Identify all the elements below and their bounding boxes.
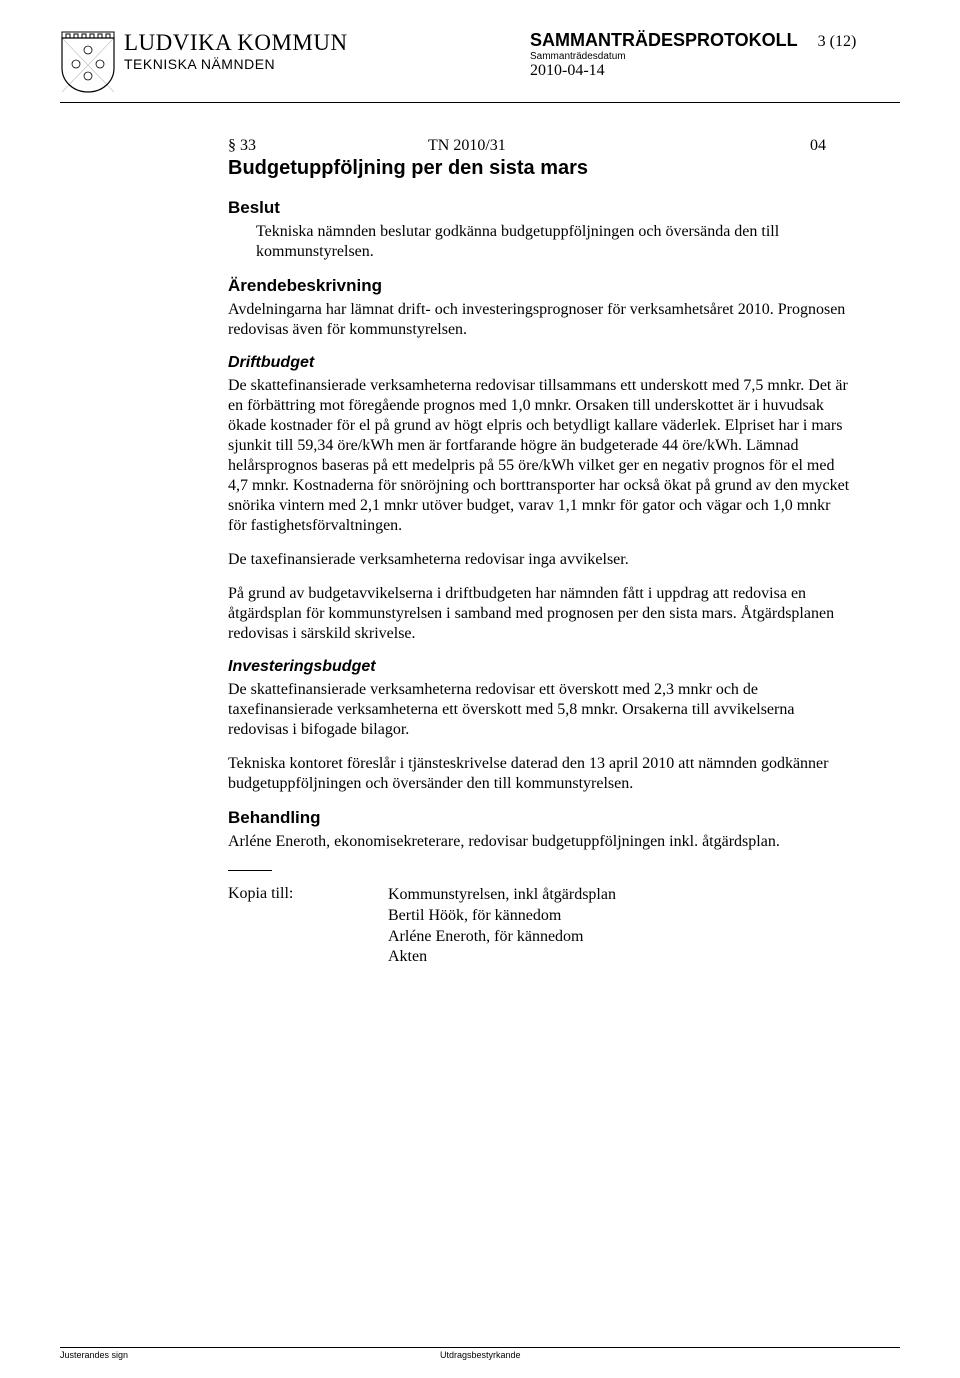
copy-line: Akten bbox=[388, 947, 850, 968]
heading-driftbudget: Driftbudget bbox=[228, 354, 850, 372]
page-footer: Justerandes sign Utdragsbestyrkande bbox=[60, 1347, 900, 1360]
document-body: § 33 TN 2010/31 04 Budgetuppföljning per… bbox=[228, 137, 850, 968]
heading-investeringsbudget: Investeringsbudget bbox=[228, 658, 850, 676]
meeting-date: 2010-04-14 bbox=[530, 62, 900, 80]
section-paragraph: § 33 bbox=[228, 137, 428, 155]
para-invest-1: De skattefinansierade verksamheterna red… bbox=[228, 680, 850, 740]
page-header: LUDVIKA KOMMUN TEKNISKA NÄMNDEN SAMMANTR… bbox=[60, 30, 900, 94]
heading-arende: Ärendebeskrivning bbox=[228, 276, 850, 296]
section-code: 04 bbox=[810, 137, 850, 155]
short-divider bbox=[228, 870, 272, 871]
para-drift-2: De taxefinansierade verksamheterna redov… bbox=[228, 550, 850, 570]
copy-line: Bertil Höök, för kännedom bbox=[388, 906, 850, 927]
copy-to-list: Kommunstyrelsen, inkl åtgärdsplan Bertil… bbox=[388, 885, 850, 968]
document-title: Budgetuppföljning per den sista mars bbox=[228, 157, 850, 180]
heading-beslut: Beslut bbox=[228, 198, 850, 218]
para-behandling: Arléne Eneroth, ekonomisekreterare, redo… bbox=[228, 832, 850, 852]
para-drift-1: De skattefinansierade verksamheterna red… bbox=[228, 376, 850, 536]
copy-line: Kommunstyrelsen, inkl åtgärdsplan bbox=[388, 885, 850, 906]
footer-divider bbox=[60, 1347, 900, 1348]
copy-line: Arléne Eneroth, för kännedom bbox=[388, 927, 850, 948]
footer-sign-label: Justerandes sign bbox=[60, 1350, 440, 1360]
doc-type: SAMMANTRÄDESPROTOKOLL bbox=[530, 30, 798, 50]
org-unit: TEKNISKA NÄMNDEN bbox=[124, 56, 530, 72]
para-beslut: Tekniska nämnden beslutar godkänna budge… bbox=[256, 222, 850, 262]
case-number: TN 2010/31 bbox=[428, 137, 810, 155]
para-drift-3: På grund av budgetavvikelserna i driftbu… bbox=[228, 584, 850, 644]
page-number: 3 (12) bbox=[818, 33, 857, 50]
para-arende: Avdelningarna har lämnat drift- och inve… bbox=[228, 300, 850, 340]
municipal-crest-icon bbox=[60, 30, 116, 94]
meeting-date-label: Sammanträdesdatum bbox=[530, 51, 900, 62]
para-invest-2: Tekniska kontoret föreslår i tjänsteskri… bbox=[228, 754, 850, 794]
copy-to-label: Kopia till: bbox=[228, 885, 388, 968]
header-divider bbox=[60, 102, 900, 103]
footer-attest-label: Utdragsbestyrkande bbox=[440, 1350, 900, 1360]
org-name: LUDVIKA KOMMUN bbox=[124, 30, 530, 56]
heading-behandling: Behandling bbox=[228, 808, 850, 828]
